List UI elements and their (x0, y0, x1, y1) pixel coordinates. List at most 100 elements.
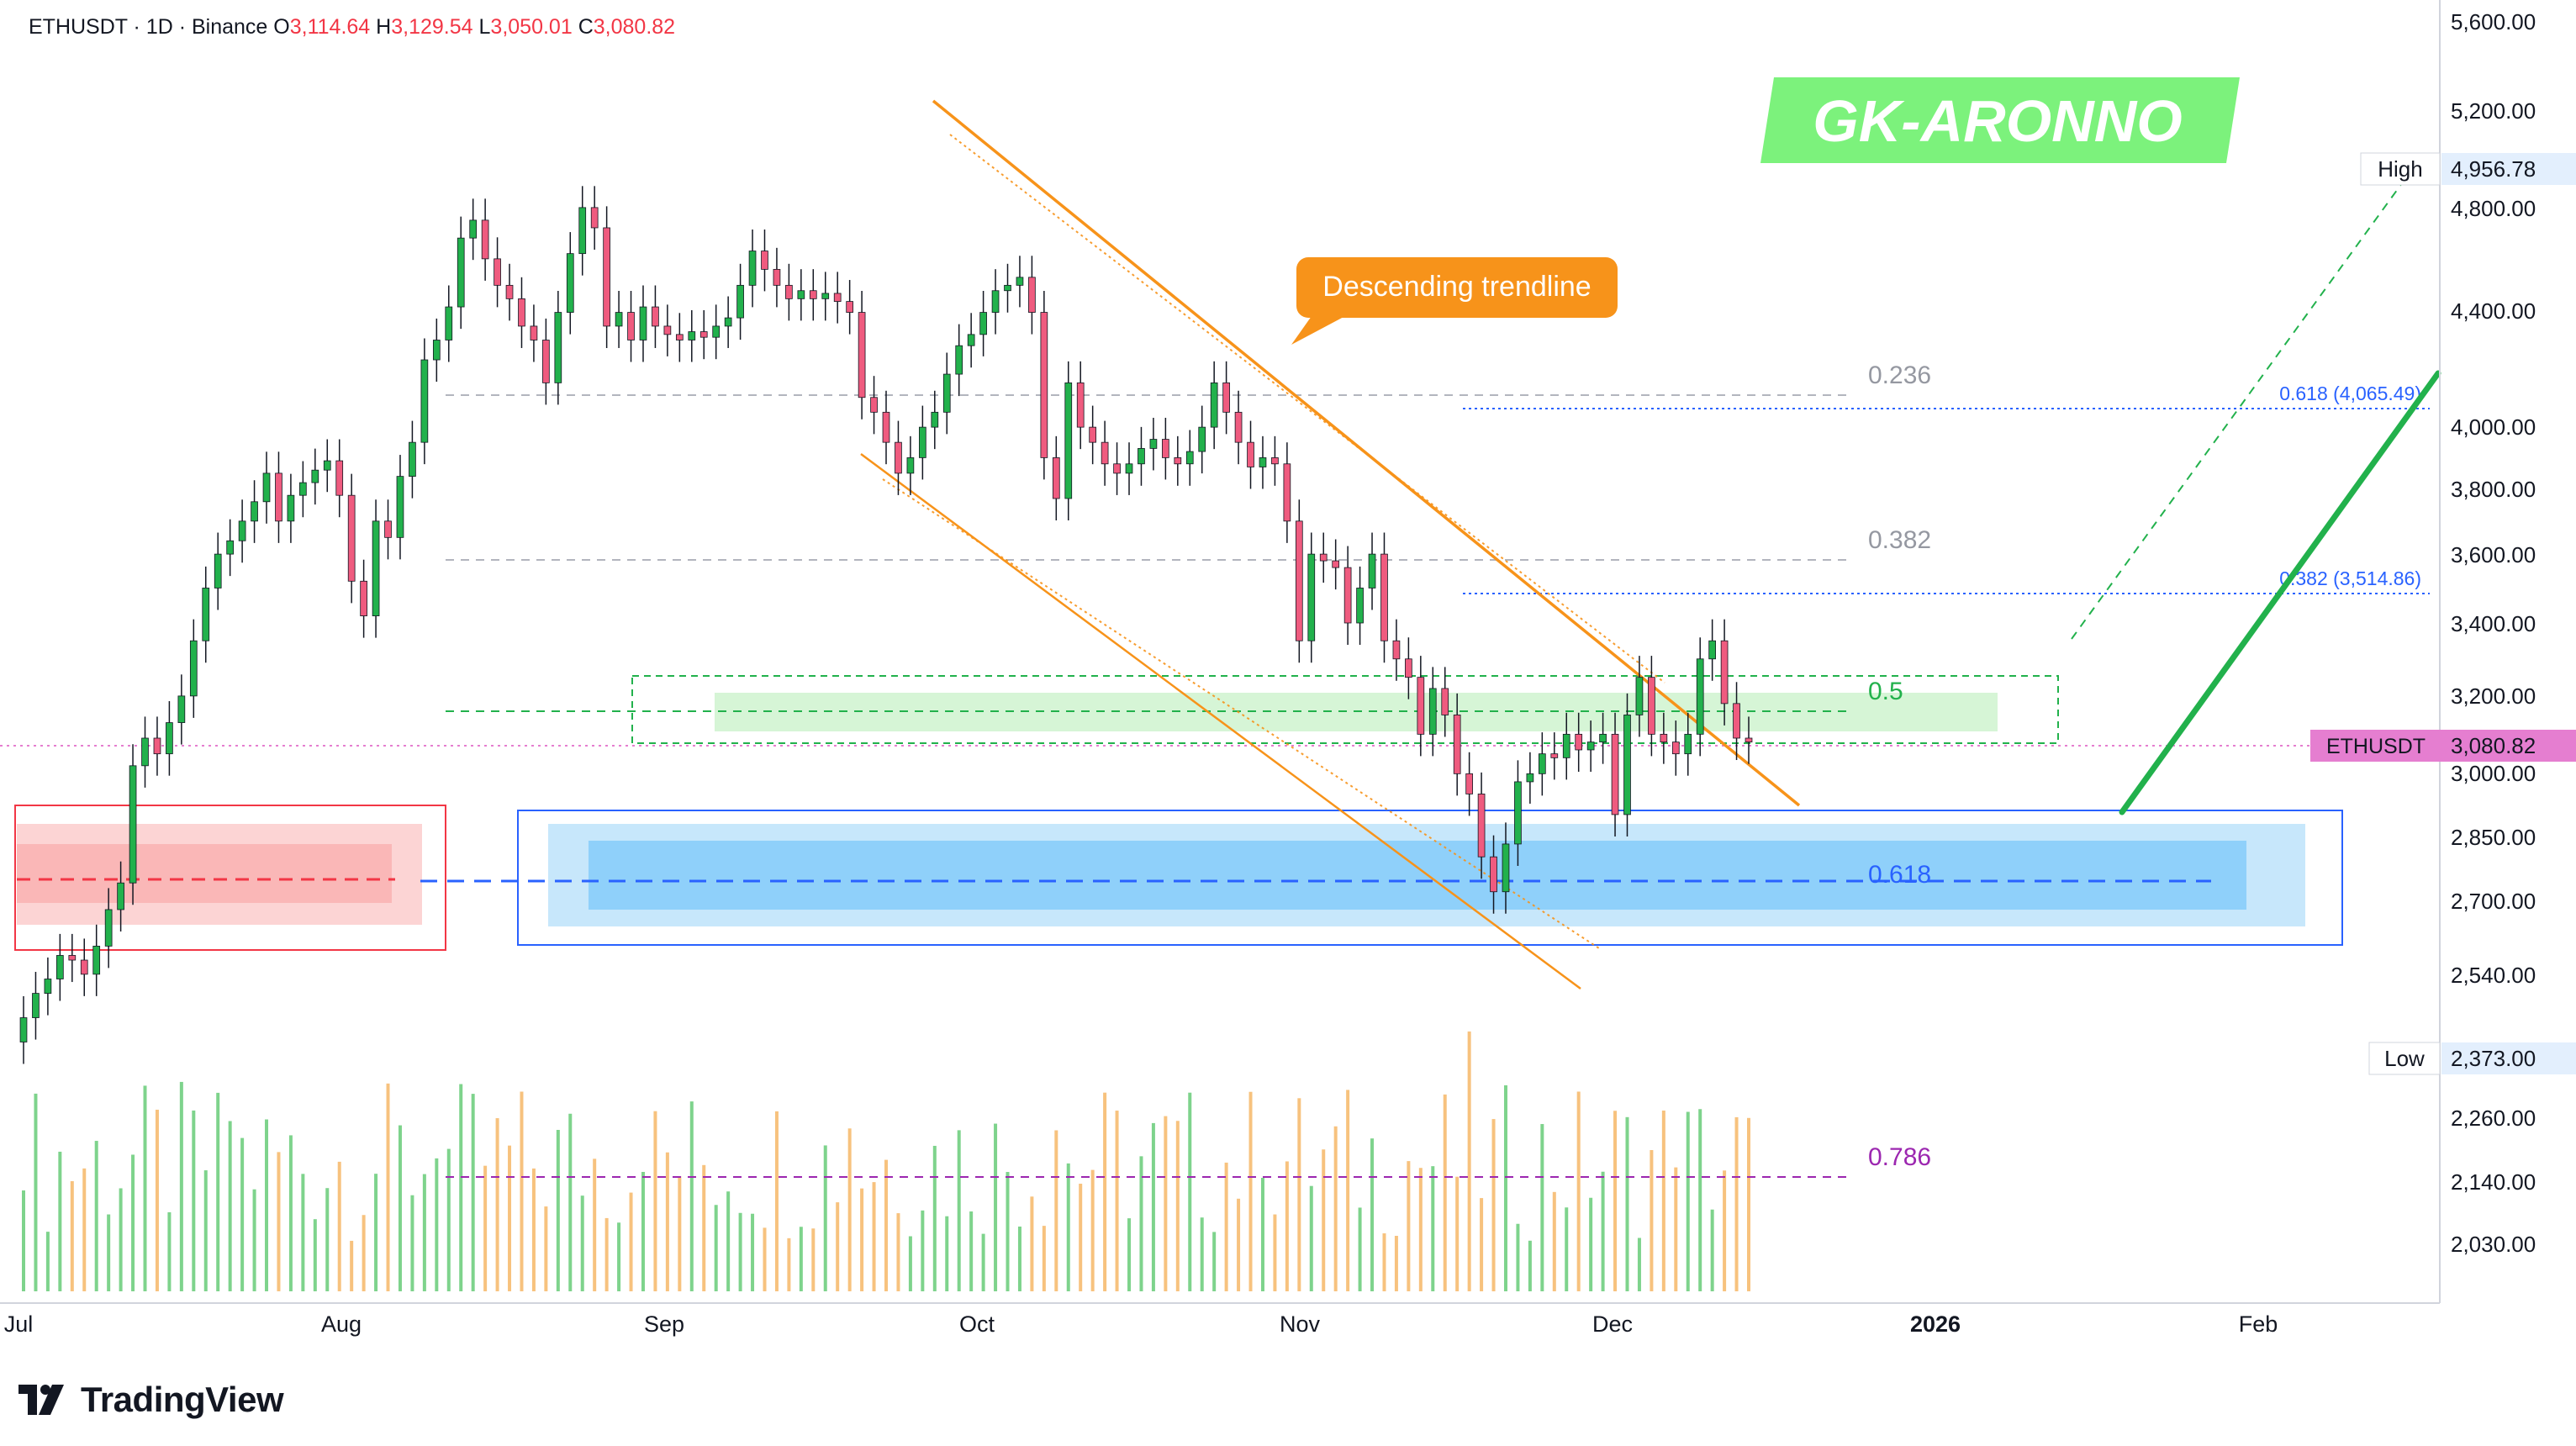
candle-body (652, 306, 659, 327)
candle-body (420, 359, 429, 443)
volume-bar (179, 1081, 183, 1291)
volume-bar (265, 1119, 269, 1291)
volume-bar (1625, 1116, 1629, 1291)
volume-bar (1480, 1198, 1484, 1291)
low-value: 2,373.00 (2451, 1046, 2536, 1071)
candle-body (1064, 382, 1073, 499)
candle-body (821, 293, 830, 299)
candle-body (287, 494, 295, 522)
candle-body (1696, 658, 1704, 735)
candle-body (32, 993, 40, 1018)
volume-bar (520, 1091, 524, 1291)
price-tick-label: 2,030.00 (2451, 1232, 2536, 1257)
candle-body (68, 955, 77, 961)
volume-bar (1297, 1098, 1301, 1291)
volume-bar (192, 1110, 196, 1291)
open-label: O (273, 15, 290, 39)
candle-body (323, 460, 331, 471)
time-tick-label: Oct (959, 1311, 995, 1337)
candle-body (275, 472, 282, 522)
volume-bar (1151, 1122, 1155, 1291)
volume-bar (1358, 1207, 1362, 1291)
candle-body (1016, 277, 1024, 286)
candle-body (785, 284, 793, 299)
volume-bar (228, 1121, 232, 1291)
candle-body (991, 290, 1000, 313)
supply-zone-core (17, 844, 392, 903)
close-label: C (578, 15, 594, 39)
volume-bar (1273, 1214, 1277, 1291)
volume-bar (1528, 1240, 1532, 1291)
candle-body (809, 290, 817, 299)
volume-bar (313, 1219, 317, 1291)
time-tick-label: Dec (1592, 1311, 1633, 1337)
volume-bar (1175, 1121, 1180, 1291)
candle-body (712, 325, 721, 338)
volume-bar (726, 1191, 731, 1291)
time-tick-label: 2026 (1910, 1311, 1961, 1337)
volume-bar (1054, 1130, 1058, 1291)
volume-bar (1006, 1172, 1010, 1291)
volume-bar (1576, 1091, 1581, 1291)
high-label: High (2378, 156, 2422, 182)
low-label-box (2368, 1042, 2441, 1075)
candle-body (1295, 520, 1303, 641)
candle-body (688, 331, 696, 340)
volume-bar (155, 1109, 159, 1291)
candle-body (615, 312, 623, 327)
volume-bar (1200, 1217, 1204, 1291)
candle-body (1076, 382, 1085, 428)
ohlc-header: ETHUSDT · 1D · Binance O3,114.64 H3,129.… (29, 15, 675, 40)
tradingview-brand[interactable]: TradingView (18, 1370, 284, 1429)
volume-bar (1734, 1116, 1739, 1291)
volume-bar (678, 1176, 682, 1291)
volume-bar (1601, 1171, 1605, 1291)
candle-body (1004, 284, 1011, 292)
candle-body (1259, 457, 1267, 467)
fib-level-label: 0.618 (1868, 861, 1931, 889)
volume-bar (1188, 1092, 1192, 1291)
volume-bar (1115, 1111, 1119, 1291)
candle-body (1648, 677, 1655, 735)
volume-bar (641, 1171, 645, 1291)
volume-bar (1674, 1167, 1678, 1291)
fib-layer: 0.236 0.382 0.5 0.618 0.786 0.618 (4,065.49) 0… (0, 362, 2430, 1178)
candle-body (1174, 457, 1182, 465)
volume-bar (872, 1182, 876, 1291)
candle-body (1671, 741, 1680, 755)
volume-bar (119, 1188, 123, 1291)
candle-body (931, 411, 939, 428)
volume-bar (847, 1128, 852, 1291)
candle-body (518, 298, 525, 327)
volume-bar (58, 1151, 62, 1291)
volume-bar (1540, 1124, 1544, 1291)
candle-body (1477, 794, 1486, 858)
candle-body (1052, 457, 1060, 499)
volume-bar (410, 1195, 414, 1291)
volume-bar (70, 1180, 74, 1291)
volume-bar (884, 1159, 888, 1291)
price-tick-label: 5,600.00 (2451, 9, 2536, 34)
volume-bar (362, 1215, 366, 1291)
volume-bar (240, 1137, 245, 1291)
candle-body (906, 457, 915, 474)
candle-body (1271, 457, 1279, 465)
volume-bar (1418, 1168, 1423, 1291)
volume-bar (325, 1188, 330, 1291)
price-tick-label: 3,200.00 (2451, 683, 2536, 709)
candle-body (372, 520, 380, 616)
price-tick-label: 2,140.00 (2451, 1169, 2536, 1195)
target-level-label: 0.618 (4,065.49) (2279, 383, 2421, 404)
volume-bar (1030, 1196, 1034, 1291)
target-level-label: 0.382 (3,514.86) (2279, 567, 2421, 589)
candle-body (919, 426, 926, 458)
candle-body (639, 306, 647, 340)
volume-bar (1710, 1209, 1714, 1291)
candle-body (797, 290, 805, 299)
high-value: 4,956.78 (2451, 156, 2536, 182)
last-price-value-box (2441, 730, 2576, 762)
volume-bar (1260, 1178, 1264, 1291)
candle-body (19, 1017, 28, 1042)
